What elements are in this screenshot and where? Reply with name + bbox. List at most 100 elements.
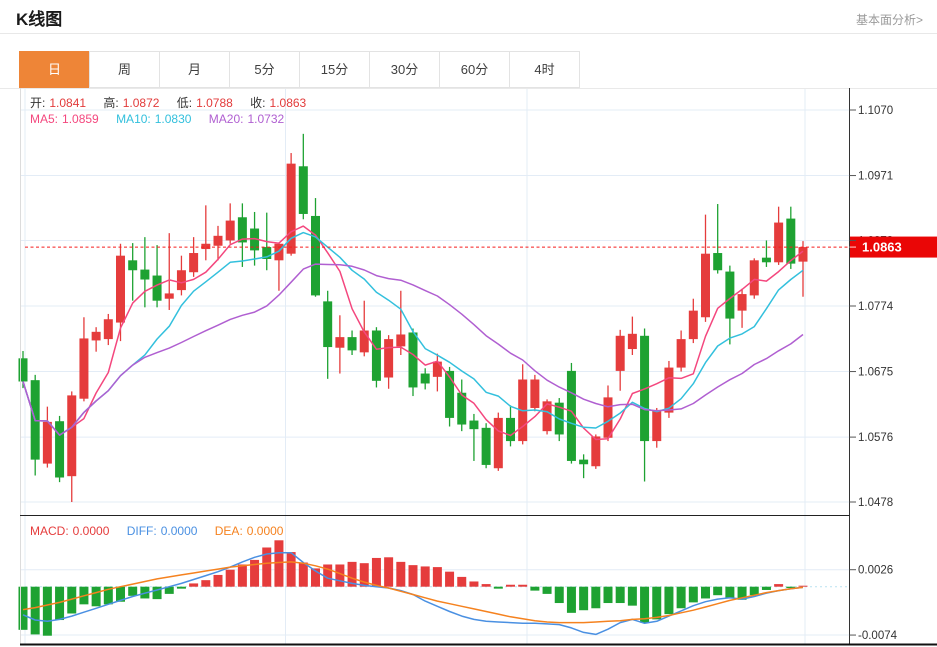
- candle: [384, 339, 394, 378]
- ma20-line: [22, 263, 804, 436]
- tab-week[interactable]: 周: [89, 51, 160, 88]
- tab-4hour[interactable]: 4时: [509, 51, 580, 88]
- macd-bar: [786, 586, 796, 589]
- candle: [737, 294, 747, 311]
- price-axis-label: 1.1070: [858, 105, 893, 117]
- candle: [91, 331, 101, 341]
- macd-bar: [566, 586, 576, 613]
- candle: [615, 335, 625, 371]
- tab-day[interactable]: 日: [19, 51, 90, 88]
- page-title: K线图: [16, 10, 63, 29]
- tab-15min[interactable]: 15分: [299, 51, 370, 88]
- ma10-value: 1.0830: [154, 112, 192, 126]
- candle: [408, 332, 418, 388]
- candle: [323, 301, 333, 348]
- ma-legend: MA5: 1.0859 MA10: 1.0830 MA20: 1.0732: [30, 112, 288, 126]
- candle: [566, 370, 576, 461]
- macd-value: 0.0000: [72, 524, 110, 538]
- candle: [250, 228, 260, 251]
- ma5-line: [22, 225, 804, 441]
- candle: [688, 310, 698, 340]
- macd-bar: [579, 586, 589, 611]
- price-axis-label: 1.0576: [858, 432, 893, 444]
- candle: [176, 270, 186, 291]
- macd-bar: [384, 557, 394, 587]
- macd-bar: [457, 576, 467, 587]
- macd-bar: [225, 569, 235, 587]
- header-divider: [0, 33, 937, 34]
- macd-bar: [737, 586, 747, 600]
- candle: [55, 421, 65, 478]
- candles: [18, 133, 808, 502]
- candle: [542, 401, 552, 432]
- candle: [359, 330, 369, 353]
- low-value: 1.0788: [196, 96, 233, 110]
- dea-line: [22, 561, 804, 624]
- macd-label: MACD:: [30, 524, 69, 538]
- candle: [457, 392, 467, 425]
- candle: [798, 247, 808, 262]
- macd-bar: [761, 586, 771, 590]
- macd-bar: [262, 547, 272, 587]
- macd-bar: [18, 586, 28, 630]
- macd-bar: [518, 584, 528, 587]
- tab-60min[interactable]: 60分: [439, 51, 510, 88]
- open-value: 1.0841: [49, 96, 87, 110]
- macd-bar: [676, 586, 686, 609]
- price-axis-label: 1.0478: [858, 497, 893, 509]
- candle: [274, 243, 284, 261]
- macd-bar: [749, 586, 759, 596]
- candle: [140, 269, 150, 280]
- macd-bar: [469, 581, 479, 587]
- macd-bar: [493, 586, 503, 589]
- candle: [262, 247, 272, 259]
- macd-bar: [445, 571, 455, 587]
- macd-bar: [298, 562, 308, 587]
- macd-bar: [323, 564, 333, 587]
- candle: [79, 338, 89, 399]
- candle: [103, 319, 113, 340]
- low-label: 低:: [176, 96, 193, 110]
- ma20-value: 1.0732: [247, 112, 285, 126]
- macd-bar: [250, 559, 260, 587]
- macd-bar: [603, 586, 613, 604]
- ohlc-legend: 开: 1.0841 高: 1.0872 低: 1.0788 收: 1.0863: [30, 94, 310, 111]
- macd-bar: [347, 561, 357, 587]
- macd-bar: [627, 586, 637, 606]
- macd-bar: [652, 586, 662, 620]
- candle: [701, 253, 710, 318]
- macd-bar: [128, 586, 138, 596]
- macd-bar: [359, 563, 369, 587]
- candle: [347, 337, 357, 351]
- candle: [591, 436, 601, 467]
- macd-bar: [408, 565, 418, 587]
- macd-bar: [213, 574, 223, 587]
- macd-bar: [67, 586, 77, 614]
- tab-month[interactable]: 月: [159, 51, 230, 88]
- candle: [774, 222, 784, 263]
- candle: [298, 166, 308, 214]
- candle: [725, 271, 735, 319]
- tab-5min[interactable]: 5分: [229, 51, 300, 88]
- macd-bar: [55, 586, 65, 621]
- macd-histogram: [18, 540, 808, 636]
- pane-borders: [0, 88, 937, 646]
- price-axis-label: 1.0774: [858, 301, 894, 313]
- macd-bar: [176, 586, 186, 589]
- macd-bar: [164, 586, 174, 594]
- macd-bar: [274, 540, 284, 587]
- macd-bar: [396, 561, 406, 587]
- tab-30min[interactable]: 30分: [369, 51, 440, 88]
- price-axis-label: 1.0971: [858, 171, 893, 183]
- macd-bar: [798, 585, 808, 587]
- candle: [396, 334, 406, 347]
- candle: [481, 427, 491, 465]
- candle: [603, 397, 613, 438]
- candle: [201, 243, 211, 250]
- macd-axis-label: -0.0074: [858, 630, 898, 642]
- macd-bar: [688, 586, 698, 603]
- macd-bar: [713, 586, 723, 596]
- macd-bar: [189, 583, 199, 587]
- macd-bar: [640, 586, 650, 623]
- fundamental-analysis-link[interactable]: 基本面分析>: [855, 13, 923, 27]
